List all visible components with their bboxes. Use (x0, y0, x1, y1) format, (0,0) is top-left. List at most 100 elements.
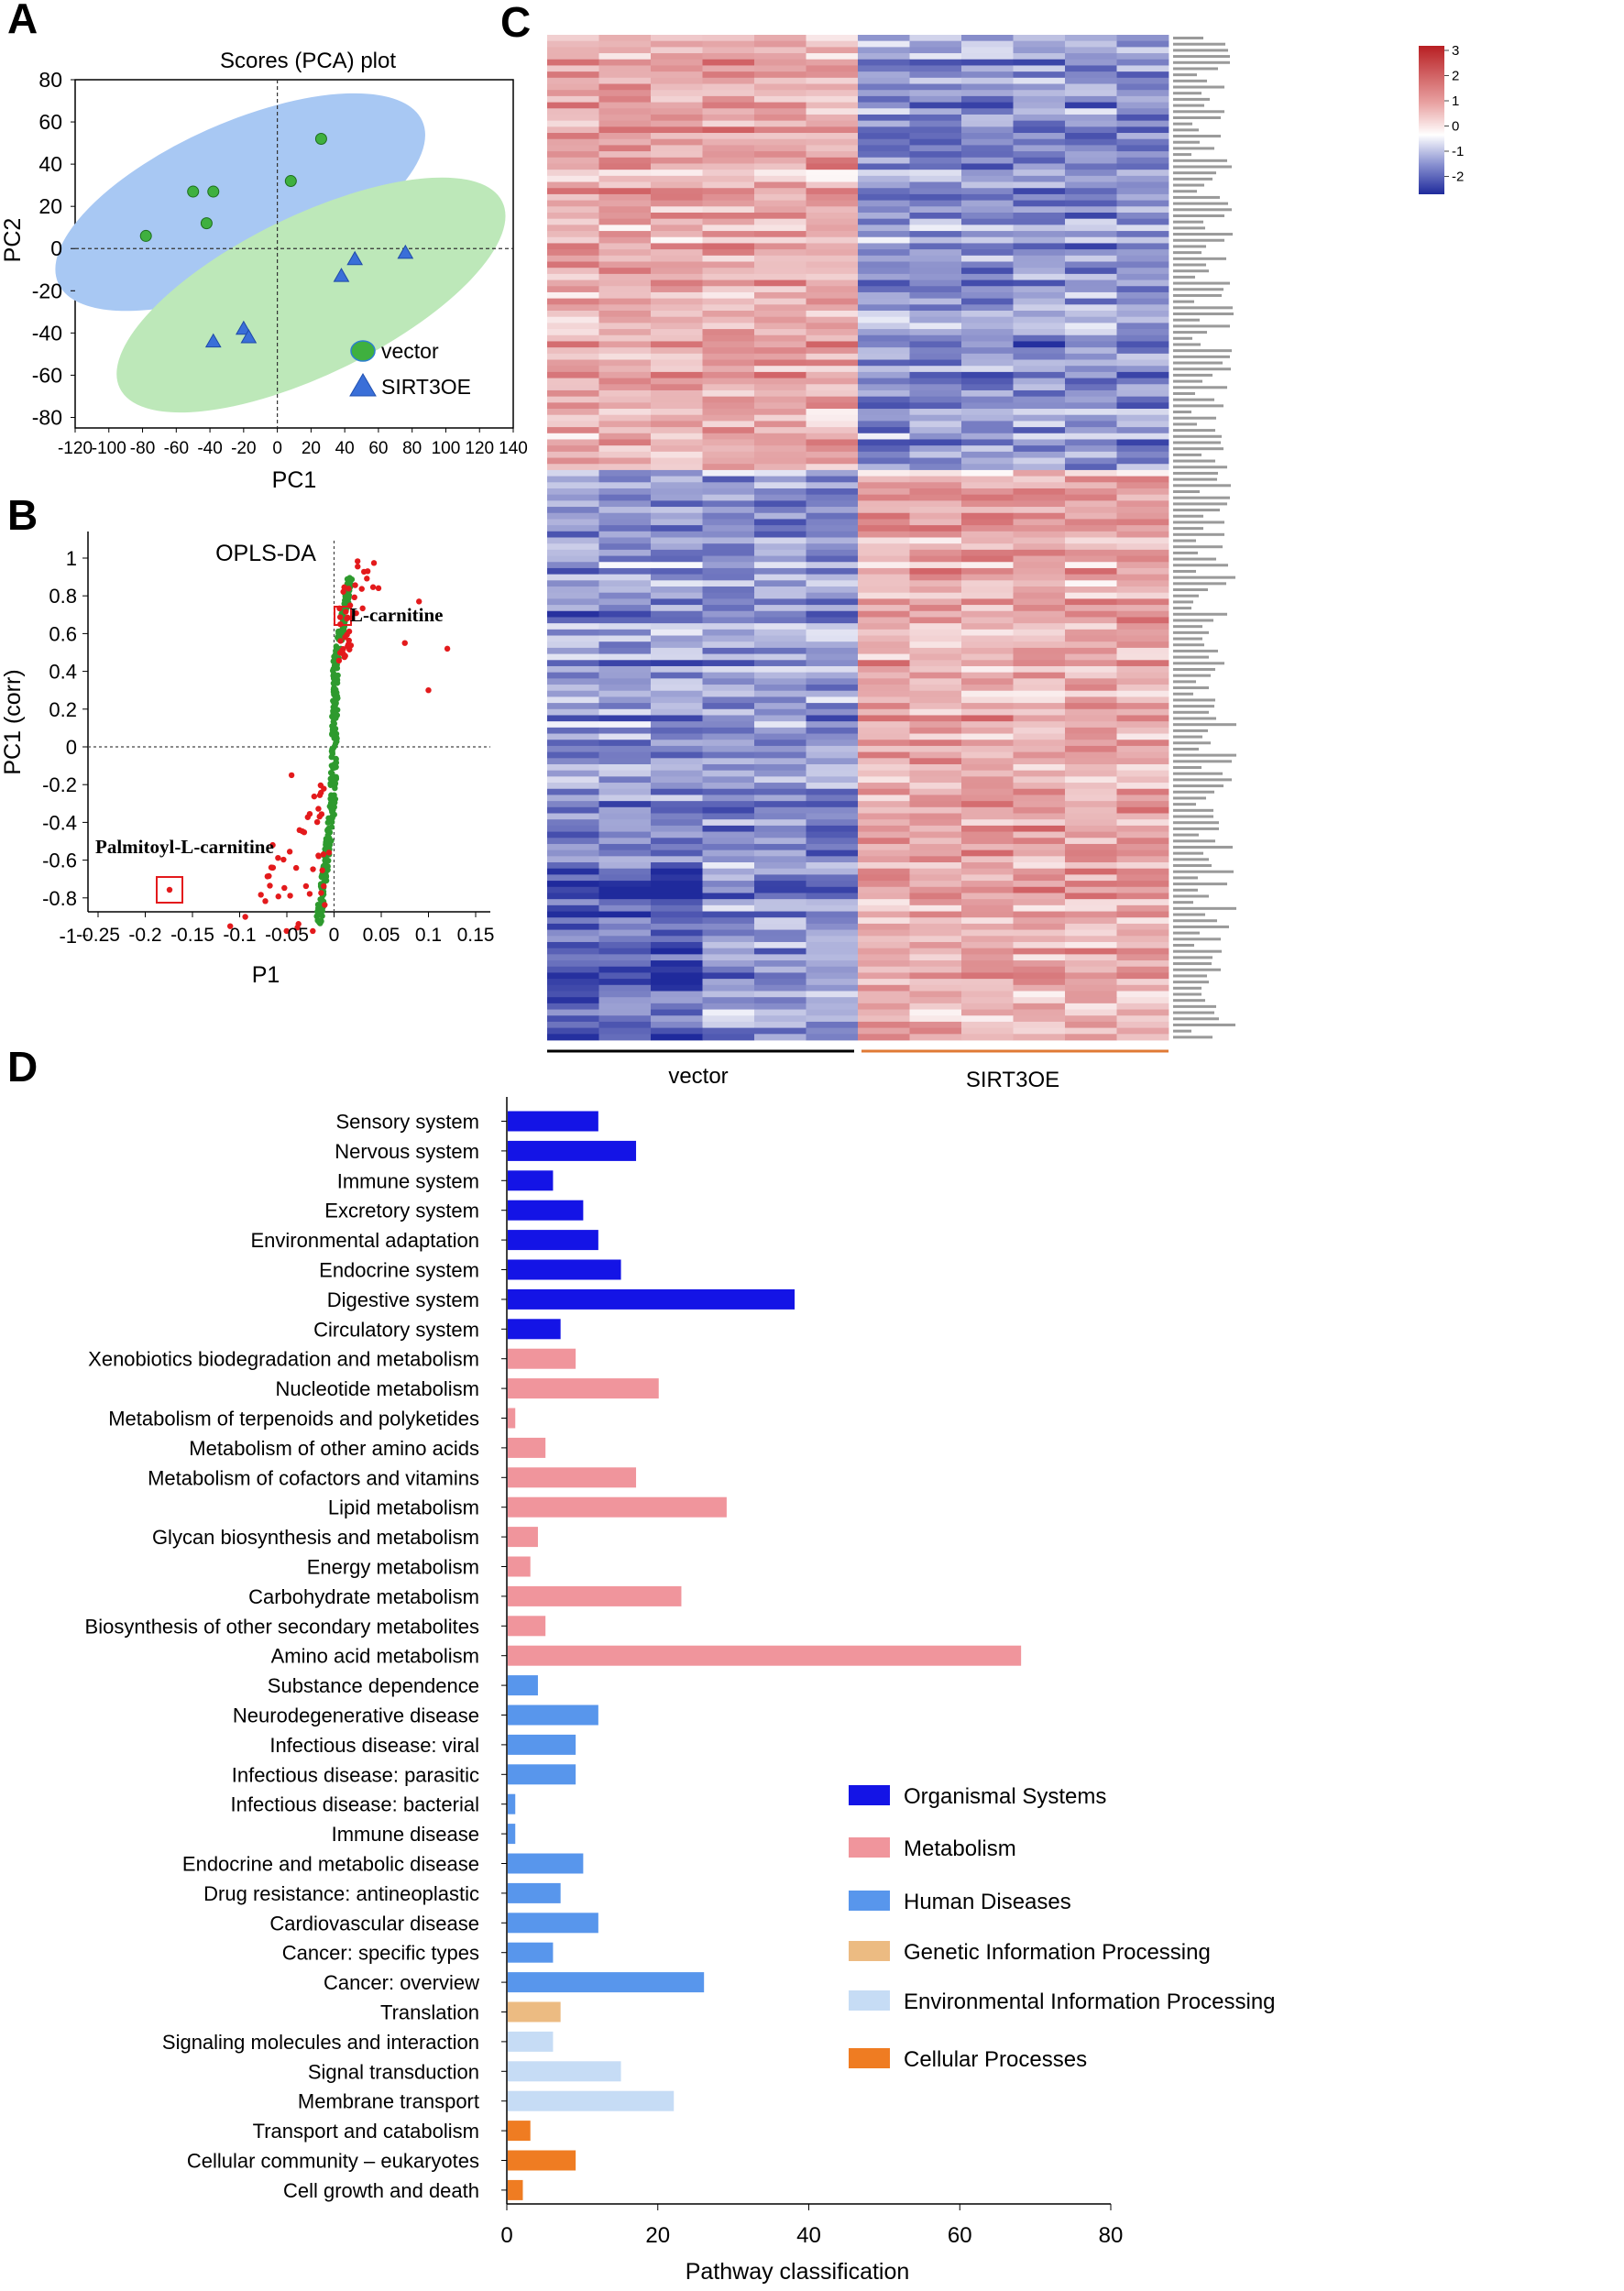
heatmap-row-label (1173, 888, 1198, 892)
heatmap-cell (651, 733, 703, 740)
heatmap-cell (909, 482, 962, 489)
heatmap-cell (961, 451, 1014, 458)
heatmap-cell (702, 635, 755, 642)
heatmap-cell (598, 911, 652, 918)
heatmap-cell (1116, 188, 1169, 195)
heatmap-cell (858, 170, 910, 177)
colorbar-tick-label: 1 (1452, 93, 1459, 109)
heatmap-cell (598, 181, 652, 189)
heatmap-cell (858, 770, 910, 777)
heatmap-cell (961, 776, 1014, 784)
heatmap-cell (1116, 389, 1169, 398)
heatmap-cell (702, 519, 755, 526)
heatmap-cell (909, 464, 962, 471)
heatmap-cell (702, 531, 755, 538)
heatmap-cell (702, 745, 755, 753)
heatmap-cell (651, 567, 703, 575)
heatmap-cell (1116, 298, 1169, 305)
heatmap-cell (1065, 929, 1117, 937)
heatmap-cell (961, 850, 1014, 857)
bar-category-label: Infectious disease: parasitic (232, 1763, 479, 1786)
heatmap-cell (1116, 120, 1169, 127)
heatmap-cell (547, 537, 599, 544)
heatmap-cell (754, 138, 807, 146)
heatmap-row-label (1173, 251, 1202, 255)
heatmap-cell (806, 941, 859, 949)
heatmap-cell (651, 439, 703, 446)
bar (508, 1288, 796, 1310)
heatmap-cell (702, 366, 755, 373)
opls-point-red (375, 585, 382, 592)
pca-x-tick-label: 100 (432, 439, 461, 458)
opls-y-tick-label: -0.8 (42, 887, 77, 910)
heatmap-cell (806, 77, 859, 84)
heatmap-cell (806, 494, 859, 501)
heatmap-cell (598, 831, 652, 839)
bar (508, 1556, 531, 1577)
heatmap-cell (858, 874, 910, 882)
heatmap-cell (909, 543, 962, 551)
heatmap-row-label (1173, 416, 1216, 420)
heatmap-cell (651, 464, 703, 471)
heatmap-cell (909, 838, 962, 845)
heatmap-cell (1065, 972, 1117, 980)
heatmap-cell (754, 378, 807, 385)
heatmap-row-label (1173, 968, 1221, 971)
heatmap-cell (806, 806, 859, 814)
heatmap-cell (702, 605, 755, 612)
heatmap-cell (651, 133, 703, 140)
heatmap-row-label (1173, 1004, 1216, 1008)
heatmap-cell (909, 291, 962, 300)
heatmap-cell (1065, 856, 1117, 863)
heatmap-cell (961, 445, 1014, 453)
heatmap-cell (1065, 770, 1117, 777)
heatmap-cell (1065, 678, 1117, 685)
heatmap-cell (1116, 758, 1169, 765)
heatmap-cell (1065, 500, 1117, 508)
opls-point-green (333, 756, 339, 762)
heatmap-cell (909, 598, 962, 606)
heatmap-cell (1065, 102, 1117, 109)
heatmap-cell (702, 316, 755, 323)
heatmap-cell (1013, 329, 1066, 336)
heatmap-cell (1013, 806, 1066, 814)
heatmap-cell (1065, 83, 1117, 91)
heatmap-row-label (1173, 735, 1202, 739)
heatmap-cell (1116, 850, 1169, 857)
heatmap-cell (702, 1034, 755, 1041)
heatmap-cell (651, 997, 703, 1004)
heatmap-cell (547, 409, 599, 416)
heatmap-cell (598, 580, 652, 587)
bar (508, 1111, 598, 1132)
heatmap-row-label (1173, 741, 1211, 745)
heatmap-cell (806, 396, 859, 403)
heatmap-cell (961, 751, 1014, 759)
heatmap-cell (961, 151, 1014, 159)
heatmap-cell (961, 512, 1014, 520)
pca-point-vector (200, 217, 213, 230)
heatmap-cell (1065, 605, 1117, 612)
heatmap-cell (651, 537, 703, 544)
heatmap-cell (547, 721, 599, 729)
heatmap-cell (754, 904, 807, 912)
heatmap-cell (806, 347, 859, 355)
heatmap-cell (651, 95, 703, 103)
heatmap-cell (598, 378, 652, 385)
heatmap-cell (651, 218, 703, 225)
heatmap-cell (754, 341, 807, 348)
heatmap-cell (961, 647, 1014, 654)
heatmap-cell (858, 653, 910, 661)
heatmap-cell (598, 984, 652, 992)
pca-ellipse-sirt3oe (116, 177, 506, 413)
heatmap-cell (547, 543, 599, 551)
heatmap-cell (909, 899, 962, 906)
heatmap-cell (547, 371, 599, 378)
heatmap-cell (754, 917, 807, 925)
heatmap-cell (858, 672, 910, 679)
heatmap-cell (702, 549, 755, 556)
heatmap-cell (961, 929, 1014, 937)
heatmap-cell (909, 850, 962, 857)
heatmap-cell (754, 519, 807, 526)
